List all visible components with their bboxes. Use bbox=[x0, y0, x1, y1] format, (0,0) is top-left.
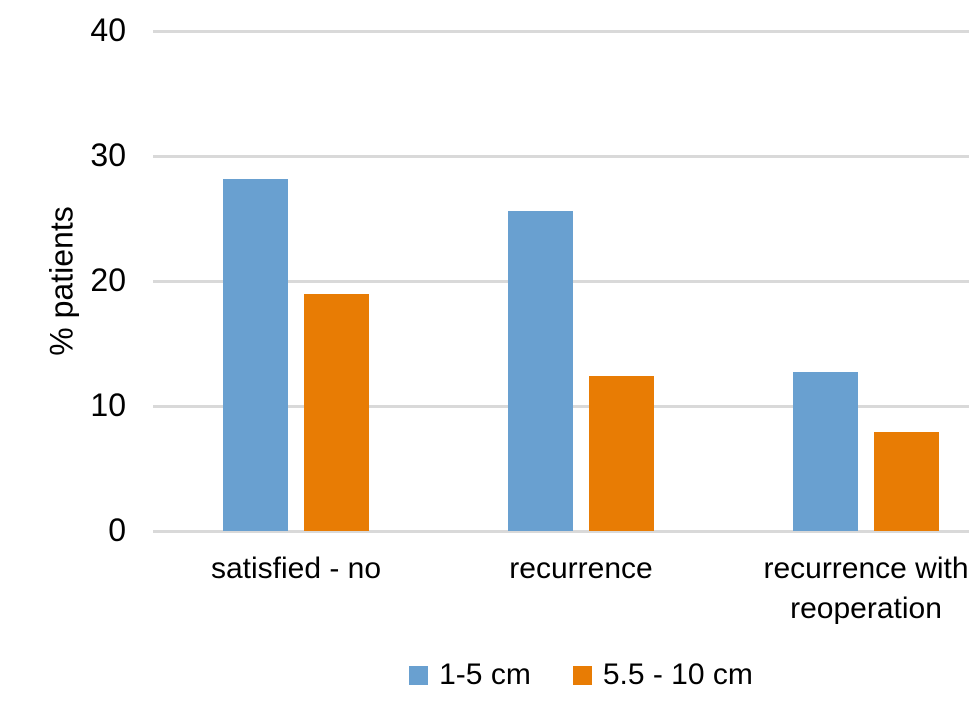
y-tick-label-10: 10 bbox=[90, 386, 126, 423]
y-tick-label-40: 40 bbox=[90, 16, 126, 48]
bar-1-5cm-0 bbox=[223, 178, 288, 531]
legend-label-0: 1-5 cm bbox=[439, 658, 531, 691]
legend-item-1: 5.5 - 10 cm bbox=[572, 658, 753, 692]
gridline-y-40 bbox=[153, 29, 969, 33]
bar-1-5cm-2 bbox=[793, 372, 858, 531]
legend-swatch-icon bbox=[572, 665, 592, 685]
y-tick-label-0: 0 bbox=[108, 511, 126, 548]
bar-5.5-10cm-0 bbox=[304, 293, 369, 531]
x-axis-labels: satisfied - no recurrence recurrence with … bbox=[153, 549, 969, 639]
gridline-y-0 bbox=[153, 529, 969, 533]
bar-chart: % patients 0 10 20 30 40 satisfied - no recur… bbox=[40, 16, 969, 698]
y-tick-label-30: 30 bbox=[90, 136, 126, 173]
bar-5.5-10cm-1 bbox=[589, 376, 654, 531]
bar-1-5cm-1 bbox=[508, 211, 573, 531]
y-tick-label-20: 20 bbox=[90, 261, 126, 298]
gridline-y-30 bbox=[153, 154, 969, 158]
x-category-label-2: recurrence with reoperation bbox=[763, 552, 969, 625]
y-axis-ticks: 0 10 20 30 40 bbox=[40, 16, 126, 698]
x-category-label-1: recurrence bbox=[509, 552, 653, 585]
legend-swatch-icon bbox=[409, 665, 429, 685]
legend-label-1: 5.5 - 10 cm bbox=[602, 658, 753, 691]
bar-5.5-10cm-2 bbox=[874, 432, 939, 531]
legend: 1-5 cm 5.5 - 10 cm bbox=[153, 658, 969, 692]
plot-area bbox=[153, 29, 969, 533]
legend-item-0: 1-5 cm bbox=[409, 658, 531, 692]
x-category-label-0: satisfied - no bbox=[210, 552, 382, 585]
